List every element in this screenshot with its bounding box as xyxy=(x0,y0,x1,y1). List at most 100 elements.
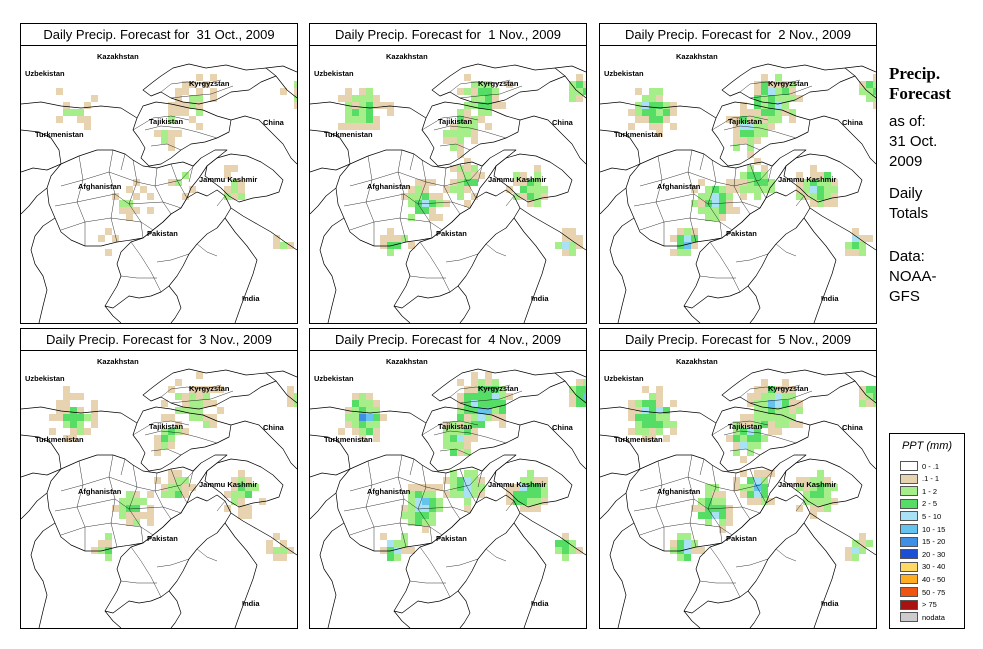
legend-swatch xyxy=(900,524,918,534)
precip-cell xyxy=(126,505,133,512)
precip-cell xyxy=(471,165,478,172)
precip-cell xyxy=(196,400,203,407)
precip-cell xyxy=(782,379,789,386)
precip-cell xyxy=(576,400,583,407)
precip-cell xyxy=(471,386,478,393)
precip-cell xyxy=(422,491,429,498)
precip-cell xyxy=(513,484,520,491)
precip-cell xyxy=(866,95,873,102)
precip-cell xyxy=(705,484,712,491)
precip-cell xyxy=(527,491,534,498)
precip-cell xyxy=(380,235,387,242)
precip-cell xyxy=(527,200,534,207)
precip-cell xyxy=(457,477,464,484)
totals-note: Daily Totals xyxy=(889,184,983,224)
precip-cell xyxy=(569,249,576,256)
precip-cell xyxy=(719,207,726,214)
precip-cell xyxy=(873,74,876,81)
india-border xyxy=(513,512,586,628)
precip-cell xyxy=(740,435,747,442)
precip-cell xyxy=(740,186,747,193)
precip-cell xyxy=(70,435,77,442)
precip-cell xyxy=(733,179,740,186)
precip-cell xyxy=(670,123,677,130)
precip-cell xyxy=(464,158,471,165)
map-labels: Kazakhstan Uzbekistan Kyrgyzstan Tajikis… xyxy=(314,357,574,608)
precip-cell xyxy=(189,484,196,491)
precip-cell xyxy=(189,386,196,393)
precip-cell xyxy=(824,179,831,186)
precip-cell xyxy=(217,407,224,414)
precip-cell xyxy=(478,379,485,386)
kashmir-border xyxy=(493,153,573,203)
precip-cell xyxy=(401,235,408,242)
boundaries xyxy=(310,63,586,323)
precip-cell xyxy=(747,165,754,172)
precip-cell xyxy=(294,102,297,109)
legend-label: 1 - 2 xyxy=(922,486,938,496)
precip-cell xyxy=(635,414,642,421)
china-label: China xyxy=(263,118,285,127)
precip-cell xyxy=(754,428,761,435)
precip-cell xyxy=(238,505,245,512)
precip-cell xyxy=(789,407,796,414)
afghanistan-label: Afghanistan xyxy=(78,182,122,191)
precip-cell xyxy=(182,428,189,435)
precip-cell xyxy=(527,505,534,512)
india-label: India xyxy=(821,599,839,608)
precip-cell xyxy=(182,81,189,88)
precip-cell xyxy=(635,116,642,123)
precip-cell xyxy=(513,172,520,179)
precip-cell xyxy=(189,407,196,414)
precip-cell xyxy=(656,393,663,400)
precip-cell xyxy=(775,102,782,109)
precip-cell xyxy=(754,435,761,442)
precip-cell xyxy=(196,102,203,109)
precip-cell xyxy=(733,123,740,130)
precip-cell xyxy=(782,88,789,95)
precip-cell xyxy=(273,554,280,561)
precip-cell xyxy=(70,109,77,116)
precip-cell xyxy=(373,95,380,102)
precip-cell xyxy=(506,484,513,491)
precip-cell xyxy=(642,428,649,435)
heading-line-1: Precip. xyxy=(889,64,941,83)
precip-cell xyxy=(782,421,789,428)
india-border xyxy=(803,512,876,628)
precip-cell xyxy=(520,193,527,200)
precip-cell xyxy=(824,172,831,179)
precip-cell xyxy=(168,470,175,477)
precip-cell xyxy=(77,393,84,400)
precip-cell xyxy=(56,400,63,407)
precip-cell xyxy=(789,95,796,102)
precip-cell xyxy=(471,81,478,88)
precip-cell xyxy=(866,235,873,242)
precip-cell xyxy=(380,242,387,249)
precip-cell xyxy=(796,477,803,484)
precip-cell xyxy=(810,498,817,505)
totals-line-2: Totals xyxy=(889,205,929,222)
precip-cell xyxy=(677,242,684,249)
precip-cell xyxy=(161,137,168,144)
precip-cell xyxy=(677,235,684,242)
precip-cell xyxy=(796,193,803,200)
precip-cell xyxy=(450,484,457,491)
precip-cell xyxy=(273,533,280,540)
precip-cell xyxy=(656,421,663,428)
legend-swatch xyxy=(900,536,918,547)
legend-label: > 75 xyxy=(922,600,937,610)
precip-cell xyxy=(761,88,768,95)
precip-cell xyxy=(77,421,84,428)
precip-cells xyxy=(628,74,876,256)
precip-cell xyxy=(656,95,663,102)
precip-cell xyxy=(628,400,635,407)
china-border xyxy=(519,370,586,470)
precip-cell xyxy=(775,74,782,81)
precip-cell xyxy=(161,491,168,498)
precip-cell xyxy=(719,193,726,200)
precip-cell xyxy=(499,414,506,421)
precip-cell xyxy=(457,379,464,386)
province-lines xyxy=(343,384,523,598)
afghanistan-border xyxy=(46,149,228,247)
precip-cell xyxy=(583,393,586,400)
